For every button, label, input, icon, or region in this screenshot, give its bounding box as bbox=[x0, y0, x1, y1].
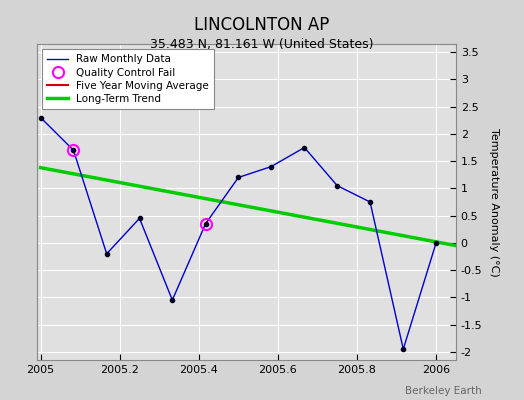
Text: LINCOLNTON AP: LINCOLNTON AP bbox=[194, 16, 330, 34]
Raw Monthly Data bbox=[136, 216, 143, 221]
Raw Monthly Data bbox=[367, 200, 373, 204]
Text: Berkeley Earth: Berkeley Earth bbox=[406, 386, 482, 396]
Raw Monthly Data bbox=[169, 298, 176, 302]
Raw Monthly Data bbox=[70, 148, 77, 153]
Raw Monthly Data bbox=[202, 221, 209, 226]
Y-axis label: Temperature Anomaly (°C): Temperature Anomaly (°C) bbox=[489, 128, 499, 276]
Raw Monthly Data bbox=[301, 145, 308, 150]
Raw Monthly Data bbox=[334, 183, 341, 188]
Raw Monthly Data bbox=[235, 175, 242, 180]
Line: Quality Control Fail: Quality Control Fail bbox=[68, 145, 211, 229]
Quality Control Fail bbox=[70, 148, 77, 153]
Text: 35.483 N, 81.161 W (United States): 35.483 N, 81.161 W (United States) bbox=[150, 38, 374, 51]
Legend: Raw Monthly Data, Quality Control Fail, Five Year Moving Average, Long-Term Tren: Raw Monthly Data, Quality Control Fail, … bbox=[42, 49, 214, 109]
Raw Monthly Data bbox=[104, 251, 110, 256]
Raw Monthly Data bbox=[38, 115, 44, 120]
Raw Monthly Data bbox=[433, 240, 439, 245]
Raw Monthly Data bbox=[268, 164, 275, 169]
Raw Monthly Data bbox=[400, 347, 407, 352]
Line: Raw Monthly Data: Raw Monthly Data bbox=[41, 118, 436, 349]
Quality Control Fail bbox=[202, 221, 209, 226]
